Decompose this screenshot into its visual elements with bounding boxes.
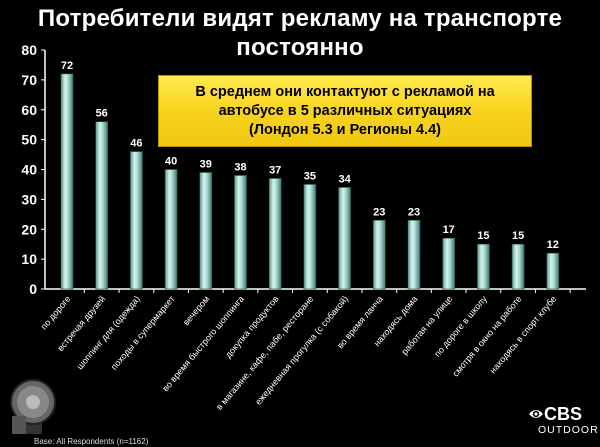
street-sign-image bbox=[4, 372, 62, 439]
data-label: 38 bbox=[234, 161, 246, 173]
bar bbox=[546, 252, 560, 290]
data-label: 39 bbox=[200, 158, 212, 170]
y-tick-label: 40 bbox=[21, 162, 37, 178]
cbs-eye-icon bbox=[529, 410, 543, 418]
bar bbox=[303, 184, 317, 290]
y-tick-label: 70 bbox=[21, 72, 37, 88]
y-tick-label: 80 bbox=[21, 42, 37, 58]
data-label: 12 bbox=[547, 239, 559, 251]
category-label: находясь в спорт клубе bbox=[488, 294, 559, 376]
callout-box: В среднем они контактуют с рекламой на а… bbox=[158, 75, 532, 147]
brand-name: CBS bbox=[544, 404, 583, 424]
category-label: вечером bbox=[181, 294, 211, 327]
bar bbox=[477, 243, 490, 290]
y-tick-label: 10 bbox=[21, 251, 37, 267]
y-tick-label: 30 bbox=[21, 191, 37, 207]
chart-bars bbox=[60, 73, 560, 290]
title-line-2: постоянно bbox=[236, 34, 364, 61]
data-label: 15 bbox=[512, 230, 524, 242]
category-label: походы в супермаркет bbox=[109, 294, 177, 372]
category-label: шоппинг для (одежда) bbox=[75, 294, 142, 372]
bar bbox=[372, 219, 386, 290]
bar bbox=[511, 243, 525, 290]
bar bbox=[199, 172, 213, 290]
data-label: 37 bbox=[269, 164, 281, 176]
data-label: 17 bbox=[443, 224, 455, 236]
page-title: Потребители видят рекламу на транспорте … bbox=[0, 4, 600, 62]
chart-axes: 0 10 20 30 40 50 60 70 80 bbox=[21, 42, 586, 297]
y-tick-label: 0 bbox=[29, 281, 37, 297]
bar bbox=[95, 121, 108, 290]
data-label: 72 bbox=[61, 60, 73, 72]
category-label: по дороге bbox=[39, 294, 73, 332]
data-label: 34 bbox=[338, 173, 351, 185]
data-label: 35 bbox=[304, 170, 316, 182]
data-label: 46 bbox=[130, 138, 142, 150]
data-label: 23 bbox=[373, 206, 385, 218]
data-label: 56 bbox=[96, 108, 108, 120]
bar bbox=[268, 178, 282, 290]
bar bbox=[234, 175, 247, 290]
y-tick-label: 50 bbox=[21, 132, 37, 148]
bar bbox=[164, 169, 178, 290]
callout-line-2: автобусе в 5 различных ситуациях bbox=[218, 102, 472, 119]
bar bbox=[130, 151, 143, 290]
bar bbox=[338, 187, 351, 290]
category-label: смотря в окно на работе bbox=[450, 294, 523, 379]
brand-subtitle: OUTDOOR bbox=[538, 424, 599, 436]
data-label: 15 bbox=[477, 230, 489, 242]
bar bbox=[407, 219, 421, 290]
footnote: Base: All Respondents (n=1162) bbox=[34, 437, 149, 446]
bar bbox=[442, 237, 456, 290]
bar bbox=[60, 73, 74, 290]
title-line-1: Потребители видят рекламу на транспорте bbox=[37, 5, 563, 32]
data-label: 40 bbox=[165, 156, 177, 168]
callout-line-3: (Лондон 5.3 и Регионы 4.4) bbox=[249, 121, 441, 138]
y-tick-label: 60 bbox=[21, 102, 37, 118]
y-tick-label: 20 bbox=[21, 221, 37, 237]
callout-line-1: В среднем они контактуют с рекламой на bbox=[195, 83, 495, 100]
data-label: 23 bbox=[408, 206, 420, 218]
